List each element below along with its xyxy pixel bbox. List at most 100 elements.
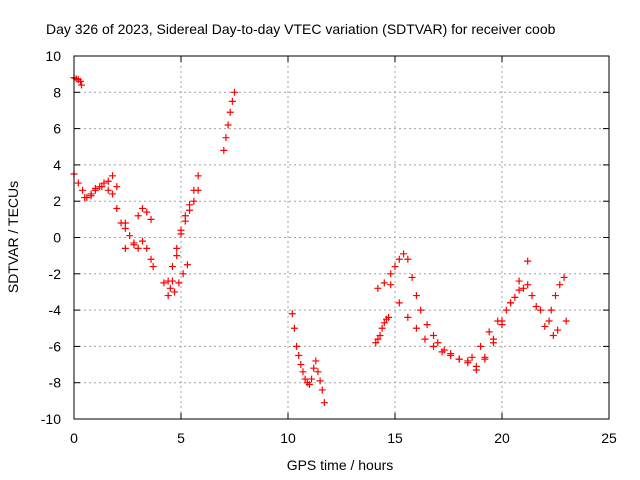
data-point xyxy=(312,357,320,365)
axis-ticks: -10 -8 -6 -4 -2 0 2 4 6 8 10 0 5 10 15 20 25 xyxy=(41,48,617,446)
data-point xyxy=(231,88,238,96)
data-point xyxy=(395,299,403,307)
data-point xyxy=(380,319,388,327)
data-point xyxy=(224,121,232,129)
series-arc-2 xyxy=(70,170,157,271)
series-arc-13 xyxy=(387,281,557,374)
y-tick-label: -4 xyxy=(49,302,62,318)
y-tick-label: -8 xyxy=(49,375,62,391)
data-point xyxy=(524,257,532,265)
data-point xyxy=(143,244,151,252)
data-point xyxy=(430,342,438,350)
data-point xyxy=(91,184,99,192)
data-point xyxy=(183,261,191,269)
data-point xyxy=(87,190,95,198)
data-point xyxy=(79,186,87,194)
data-point xyxy=(515,277,523,285)
data-point xyxy=(181,217,189,225)
data-point xyxy=(173,244,181,252)
data-point xyxy=(374,335,382,343)
data-point xyxy=(404,313,412,321)
data-point xyxy=(74,179,82,187)
data-point xyxy=(310,364,318,372)
y-axis-label: SDTVAR / TECUs xyxy=(5,181,21,293)
data-point xyxy=(434,339,442,347)
grid xyxy=(74,56,609,419)
series-arc-6 xyxy=(164,186,202,285)
data-point xyxy=(507,299,515,307)
data-point xyxy=(81,194,89,202)
data-point xyxy=(76,77,84,85)
data-point xyxy=(481,353,489,361)
x-tick-label: 15 xyxy=(387,430,403,446)
data-point xyxy=(545,317,553,325)
data-point xyxy=(494,317,502,325)
series-arc-15 xyxy=(547,273,568,314)
y-tick-label: -10 xyxy=(41,411,61,427)
y-tick-label: 8 xyxy=(53,84,61,100)
data-point xyxy=(378,324,386,332)
x-tick-label: 10 xyxy=(280,430,296,446)
y-tick-label: -6 xyxy=(49,338,62,354)
data-point xyxy=(537,306,545,314)
series-arc-11 xyxy=(372,313,393,347)
x-tick-label: 20 xyxy=(494,430,510,446)
data-point xyxy=(138,237,146,245)
data-point xyxy=(438,348,446,356)
data-point xyxy=(464,357,472,365)
data-point xyxy=(554,326,562,334)
data-point xyxy=(134,212,142,220)
data-point xyxy=(385,313,393,321)
data-point xyxy=(305,381,313,389)
data-point xyxy=(477,342,485,350)
data-point xyxy=(166,284,174,292)
data-point xyxy=(511,293,519,301)
data-point xyxy=(109,190,117,198)
data-point xyxy=(175,279,183,287)
data-point xyxy=(301,375,309,383)
data-point xyxy=(400,250,408,258)
y-tick-label: 10 xyxy=(45,48,61,64)
data-point xyxy=(421,335,429,343)
data-point xyxy=(147,255,155,263)
data-point xyxy=(376,332,384,340)
data-point xyxy=(295,351,303,359)
data-point xyxy=(519,284,527,292)
x-tick-label: 0 xyxy=(70,430,78,446)
data-point xyxy=(299,368,307,376)
data-point xyxy=(113,183,121,191)
data-point xyxy=(121,219,129,227)
data-point xyxy=(194,172,202,180)
data-point xyxy=(547,306,555,314)
series-arc-8 xyxy=(220,88,238,154)
data-point xyxy=(149,263,157,271)
data-point xyxy=(316,377,324,385)
data-point xyxy=(562,317,570,325)
data-point xyxy=(387,281,395,289)
data-point xyxy=(126,232,134,240)
data-point xyxy=(173,252,181,260)
data-point xyxy=(502,306,510,314)
data-point xyxy=(104,186,112,194)
data-point xyxy=(293,342,301,350)
data-point xyxy=(472,366,480,374)
data-point xyxy=(77,81,85,89)
data-point xyxy=(109,172,117,180)
data-point xyxy=(113,204,121,212)
data-point xyxy=(104,177,112,185)
y-tick-label: 0 xyxy=(53,230,61,246)
data-point xyxy=(549,332,557,340)
data-point xyxy=(387,270,395,278)
chart-title: Day 326 of 2023, Sidereal Day-to-day VTE… xyxy=(46,21,556,37)
data-point xyxy=(489,335,497,343)
series-arc-9 xyxy=(121,244,129,252)
data-point xyxy=(98,183,106,191)
data-point xyxy=(455,355,463,363)
data-point xyxy=(143,208,151,216)
x-axis-label: GPS time / hours xyxy=(287,457,394,473)
y-tick-label: 4 xyxy=(53,157,61,173)
data-point xyxy=(515,286,523,294)
data-point xyxy=(380,279,388,287)
data-point xyxy=(220,146,228,154)
